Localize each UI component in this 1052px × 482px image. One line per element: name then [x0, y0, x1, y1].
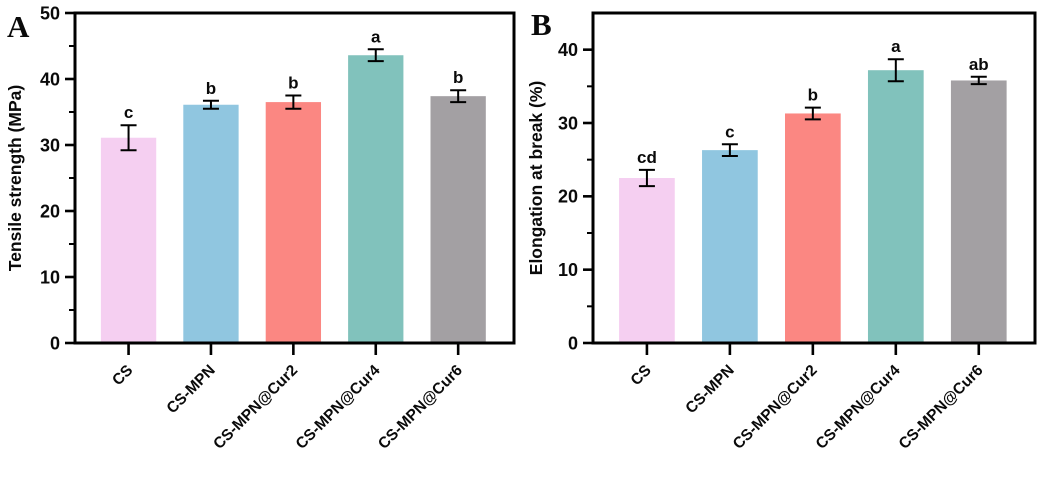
significance-letter: b [453, 68, 463, 87]
y-tick-label: 20 [558, 187, 578, 207]
panel-label-b: B [531, 7, 552, 42]
bar-CS-MPN [702, 150, 758, 343]
plot-frame [591, 11, 1037, 345]
y-tick-label: 30 [40, 135, 60, 155]
panel-label-a: A [7, 9, 30, 44]
y-tick-label: 0 [568, 333, 578, 353]
y-tick-label: 0 [50, 333, 60, 353]
x-category-label: CS-MPN [164, 362, 219, 417]
bar-CS [100, 137, 157, 343]
significance-letter: a [891, 37, 901, 56]
y-tick-label: 30 [558, 113, 578, 133]
bar-CS-MPN@Cur2 [265, 102, 322, 343]
x-category-label: CS-MPN@Cur4 [293, 362, 384, 453]
elongation-at-break-bar-chart: 0 10 20 30 40 CS CS-MPN CS-MPN@Cur2 CS-MPN@Cur4 C… [526, 0, 1052, 482]
y-tick-label: 10 [40, 267, 60, 287]
significance-letter: c [124, 103, 133, 122]
y-axis-title: Elongation at break (%) [526, 81, 546, 275]
significance-letter: a [371, 27, 381, 46]
bar-CS-MPN@Cur6 [950, 80, 1007, 343]
significance-letter: b [808, 86, 818, 105]
x-category-label: CS [627, 362, 654, 389]
bar-CS-MPN [183, 104, 239, 344]
x-category-label: CS-MPN [682, 362, 737, 417]
x-category-label: CS [109, 362, 136, 389]
bar-CS-MPN@Cur4 [348, 55, 404, 344]
bar-CS [619, 178, 675, 343]
y-axis-title: Tensile strength (MPa) [5, 85, 25, 271]
x-category-label: CS-MPN@Cur6 [896, 362, 987, 453]
significance-letter: b [206, 79, 216, 98]
y-tick-label: 40 [40, 69, 60, 89]
significance-letter: c [725, 122, 734, 141]
x-category-label: CS-MPN@Cur6 [375, 362, 466, 453]
significance-letter: ab [969, 55, 989, 74]
bar-CS-MPN@Cur2 [785, 113, 841, 343]
plot-frame [73, 11, 516, 345]
x-category-label: CS-MPN@Cur2 [730, 362, 821, 453]
y-tick-label: 50 [40, 3, 60, 23]
tensile-strength-bar-chart: 0 10 20 30 40 50 CS CS-MPN CS-MPN@Cur2 CS-MPN@Cur… [5, 3, 516, 453]
x-category-label: CS-MPN@Cur4 [813, 362, 904, 453]
y-tick-label: 10 [558, 260, 578, 280]
significance-letter: cd [637, 148, 657, 167]
x-category-label: CS-MPN@Cur2 [210, 362, 301, 453]
bar-CS-MPN@Cur4 [867, 70, 924, 343]
bar-CS-MPN@Cur6 [430, 96, 486, 343]
bar-chart-svg: 0 10 20 30 40 CS CS-MPNCS-MPN@Cur2CS-MPN@Cur4C… [526, 11, 1037, 453]
y-tick-label: 20 [40, 201, 60, 221]
significance-letter: b [288, 74, 298, 93]
y-tick-label: 40 [558, 40, 578, 60]
